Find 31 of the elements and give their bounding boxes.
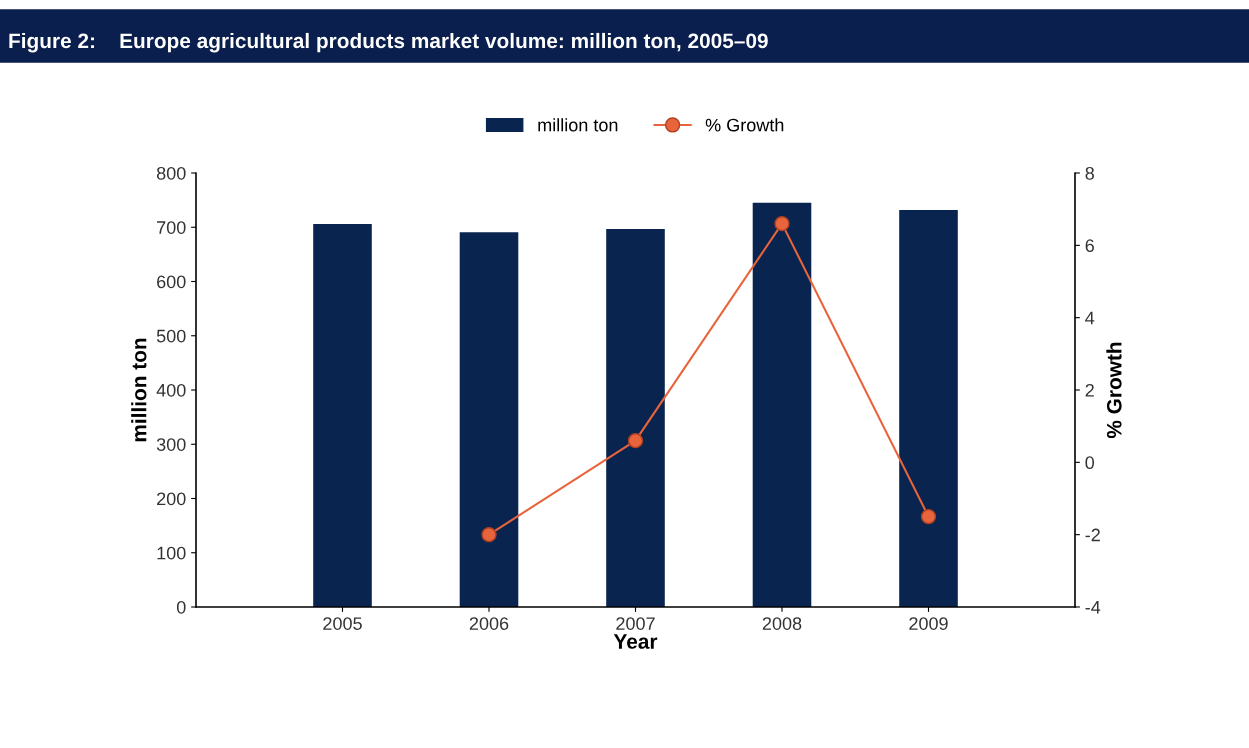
y2-tick-label: -4 xyxy=(1085,601,1101,614)
y2-tick-label: 6 xyxy=(1085,239,1094,253)
y-tick-label: 0 xyxy=(176,600,186,614)
y-tick-label: 300 xyxy=(156,438,186,451)
y-tick-label: 700 xyxy=(157,221,186,234)
x-axis-title: Year xyxy=(613,634,658,649)
x-tick-label: 2005 xyxy=(323,617,362,630)
y-tick-label: 600 xyxy=(157,275,186,289)
y2-tick-label: 2 xyxy=(1085,383,1094,397)
legend-label: million ton xyxy=(538,118,618,132)
x-tick-label: 2008 xyxy=(762,617,802,630)
point xyxy=(627,432,644,449)
y-tick-label: 200 xyxy=(157,492,186,506)
point xyxy=(774,215,790,232)
y2-tick-label: 8 xyxy=(1085,166,1094,180)
y-tick-label: 800 xyxy=(156,166,186,180)
x-tick-label: 2006 xyxy=(469,617,509,630)
x-tick-label: 2007 xyxy=(616,617,655,630)
y-tick-label: 400 xyxy=(156,383,186,397)
chart-title: Figure 2: Europe agricultural products market volume: million ton, 2005–09 xyxy=(9,32,768,53)
y2-tick-label: -2 xyxy=(1085,528,1100,542)
y-axis-title: million ton xyxy=(131,338,147,442)
y-tick-label: 100 xyxy=(157,546,186,560)
legend-label: % Growth xyxy=(705,118,784,132)
x-tick-label: 2009 xyxy=(909,617,948,630)
y2-tick-label: 4 xyxy=(1085,311,1095,325)
point xyxy=(920,508,937,525)
point xyxy=(481,527,497,543)
y2-tick-label: 0 xyxy=(1085,456,1095,470)
y-tick-label: 500 xyxy=(156,329,186,343)
y2-axis-title: % Growth xyxy=(1106,342,1122,439)
